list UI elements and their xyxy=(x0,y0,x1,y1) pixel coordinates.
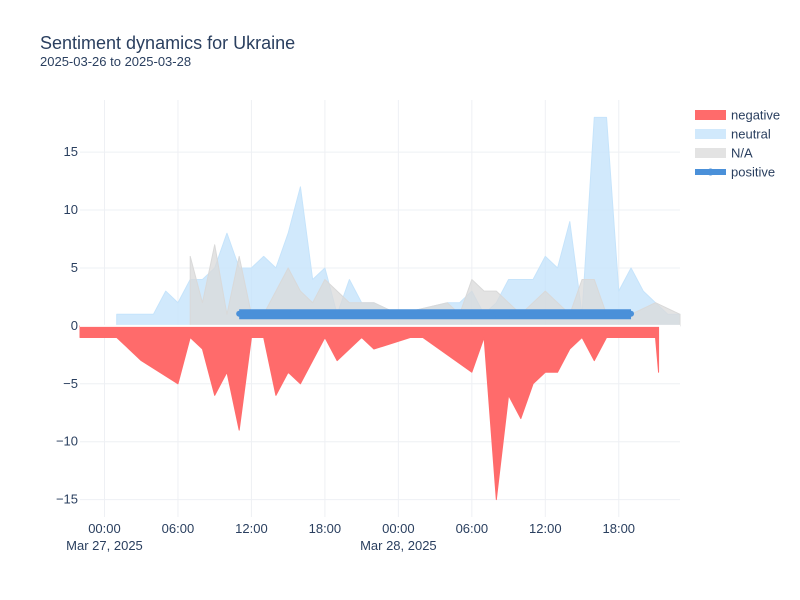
series-positive-marker xyxy=(493,310,500,317)
series-positive-marker xyxy=(566,310,573,317)
x-tick-label: 00:00 xyxy=(382,521,415,536)
legend-item-negative[interactable]: negative xyxy=(695,108,780,123)
x-tick-label: 18:00 xyxy=(309,521,342,536)
series-negative-area xyxy=(79,325,660,501)
legend-item-neutral[interactable]: neutral xyxy=(695,127,771,142)
series-area xyxy=(79,116,681,501)
legend-swatch xyxy=(695,148,726,158)
series-positive-marker xyxy=(603,310,610,317)
x-tick-label: 06:00 xyxy=(162,521,195,536)
series-positive-marker xyxy=(309,310,316,317)
legend[interactable]: negative neutral N/A positive xyxy=(695,108,780,180)
chart-subtitle: 2025-03-26 to 2025-03-28 xyxy=(40,54,192,69)
x-tick-date: Mar 28, 2025 xyxy=(360,538,437,553)
legend-swatch xyxy=(695,110,726,120)
legend-swatch xyxy=(695,129,726,139)
legend-label: neutral xyxy=(731,127,771,142)
legend-marker xyxy=(707,168,714,176)
y-tick-label: −10 xyxy=(56,434,78,449)
legend-label: N/A xyxy=(731,146,753,161)
x-tick-date: Mar 27, 2025 xyxy=(66,538,143,553)
x-tick-label: 12:00 xyxy=(529,521,562,536)
y-tick-label: 0 xyxy=(71,318,78,333)
x-tick-label: 12:00 xyxy=(235,521,268,536)
y-tick-label: 10 xyxy=(64,202,78,217)
series-positive-marker xyxy=(505,310,512,317)
x-tick-label: 06:00 xyxy=(456,521,489,536)
series-positive-marker xyxy=(334,310,341,317)
series-na-area xyxy=(189,244,681,327)
y-tick-label: 15 xyxy=(64,144,78,159)
chart-title: Sentiment dynamics for Ukraine xyxy=(40,33,296,53)
axes: −15 −10 −5 0 5 10 15 00:00 Mar 27, 2025 06:00 12:0… xyxy=(56,144,680,553)
x-tick-label: 00:00 xyxy=(88,521,121,536)
x-tick-label: 18:00 xyxy=(603,521,636,536)
y-tick-label: −5 xyxy=(63,376,78,391)
y-tick-label: 5 xyxy=(71,260,78,275)
y-tick-label: −15 xyxy=(56,492,78,507)
series-positive-marker xyxy=(236,310,243,317)
legend-item-na[interactable]: N/A xyxy=(695,146,753,161)
legend-label: positive xyxy=(731,165,775,180)
legend-label: negative xyxy=(731,108,780,123)
series-positive-marker xyxy=(285,310,292,317)
series-positive-marker xyxy=(628,310,635,317)
legend-item-positive[interactable]: positive xyxy=(695,165,775,180)
